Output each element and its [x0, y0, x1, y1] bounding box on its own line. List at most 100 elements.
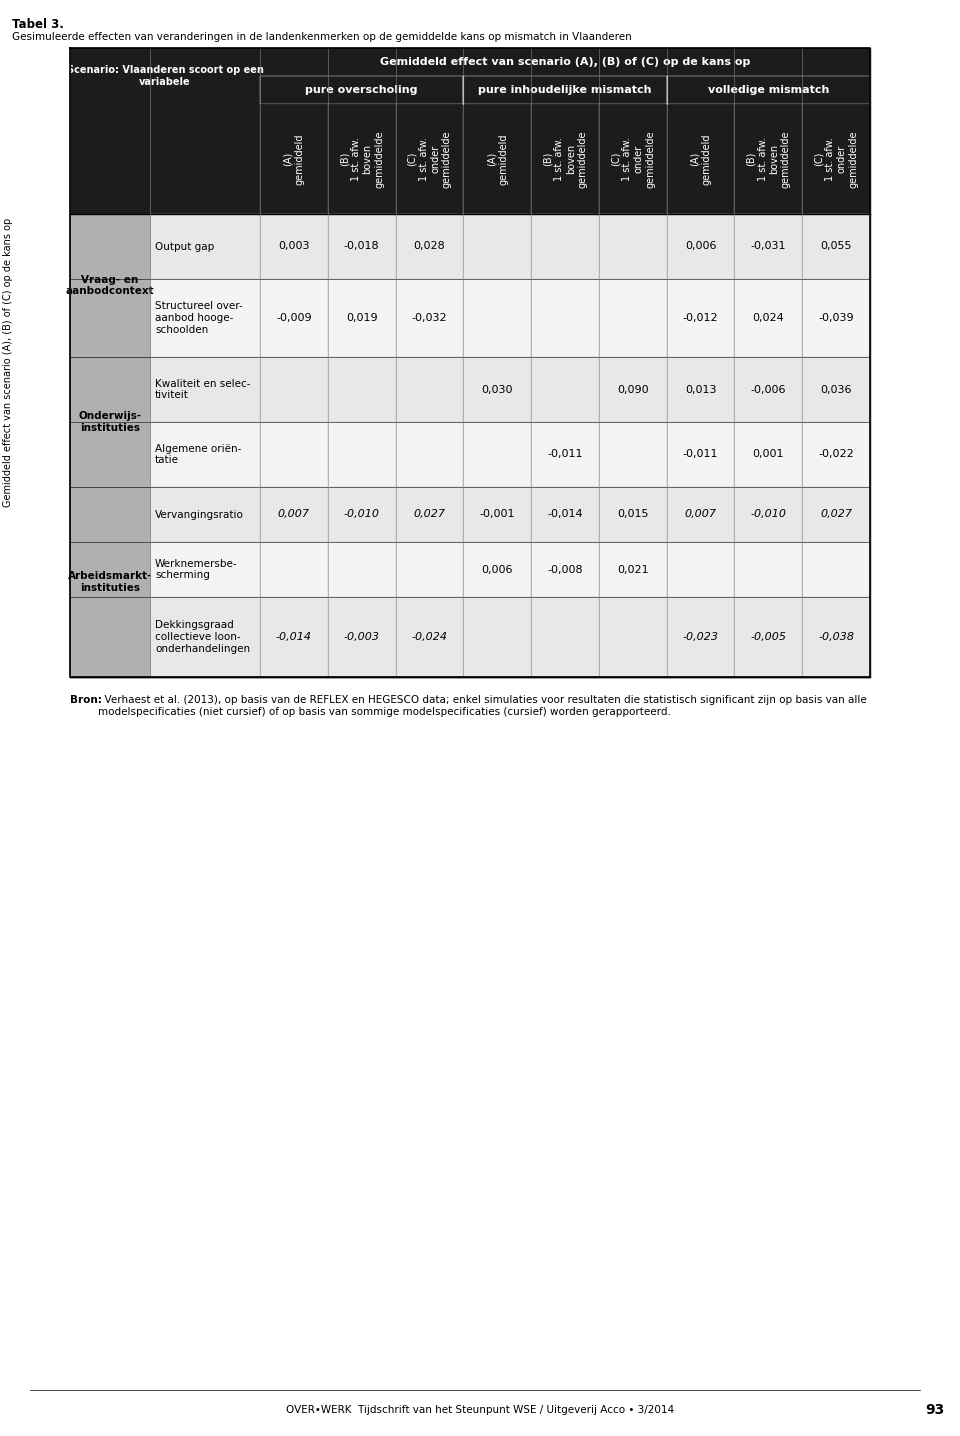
Text: -0,001: -0,001 — [479, 510, 515, 520]
Bar — [260, 214, 327, 279]
Bar — [260, 47, 870, 76]
Text: Verhaest et al. (2013), op basis van de REFLEX en HEGESCO data; enkel simulaties: Verhaest et al. (2013), op basis van de … — [98, 695, 867, 717]
Text: -0,014: -0,014 — [276, 632, 312, 642]
Text: Gesimuleerde effecten van veranderingen in de landenkenmerken op de gemiddelde k: Gesimuleerde effecten van veranderingen … — [12, 32, 632, 42]
Text: volledige mismatch: volledige mismatch — [708, 85, 829, 95]
Bar — [734, 358, 803, 422]
Bar — [734, 279, 803, 358]
Bar — [396, 487, 464, 541]
Text: -0,005: -0,005 — [751, 632, 786, 642]
Bar — [531, 541, 599, 597]
Bar — [803, 541, 870, 597]
Text: (C)
1 st. afw.
onder
gemiddelde: (C) 1 st. afw. onder gemiddelde — [611, 131, 655, 188]
Bar — [396, 103, 464, 214]
Bar — [150, 279, 260, 358]
Text: -0,022: -0,022 — [818, 449, 854, 460]
Bar — [464, 214, 531, 279]
Bar — [803, 103, 870, 214]
Bar — [531, 103, 599, 214]
Bar — [150, 358, 260, 422]
Text: 0,055: 0,055 — [821, 241, 852, 251]
Bar — [531, 358, 599, 422]
Text: 0,021: 0,021 — [617, 564, 649, 574]
Bar — [531, 279, 599, 358]
Bar — [666, 541, 734, 597]
Bar — [464, 103, 531, 214]
Bar — [327, 597, 396, 676]
Text: Werknemersbe-
scherming: Werknemersbe- scherming — [155, 559, 238, 580]
Text: (A)
gemiddeld: (A) gemiddeld — [487, 134, 508, 185]
Text: 0,007: 0,007 — [277, 510, 310, 520]
Text: -0,008: -0,008 — [547, 564, 583, 574]
Bar — [803, 422, 870, 487]
Text: Gemiddeld effect van scenario (A), (B) of (C) op de kans op: Gemiddeld effect van scenario (A), (B) o… — [380, 57, 750, 67]
Text: Onderwijs-
instituties: Onderwijs- instituties — [79, 411, 141, 432]
Bar — [70, 214, 150, 358]
Text: 0,024: 0,024 — [753, 313, 784, 323]
Bar — [599, 597, 666, 676]
Text: -0,009: -0,009 — [276, 313, 312, 323]
Bar — [599, 358, 666, 422]
Text: (A)
gemiddeld: (A) gemiddeld — [689, 134, 711, 185]
Bar — [70, 103, 260, 214]
Bar — [666, 358, 734, 422]
Bar — [599, 279, 666, 358]
Text: -0,032: -0,032 — [412, 313, 447, 323]
Text: -0,012: -0,012 — [683, 313, 718, 323]
Text: 0,030: 0,030 — [482, 385, 513, 395]
Text: Bron:: Bron: — [70, 695, 102, 705]
Text: 0,007: 0,007 — [684, 510, 716, 520]
Bar — [531, 214, 599, 279]
Text: Kwaliteit en selec-
tiviteit: Kwaliteit en selec- tiviteit — [155, 379, 251, 401]
Bar — [396, 597, 464, 676]
Text: pure overscholing: pure overscholing — [305, 85, 418, 95]
Bar — [734, 541, 803, 597]
Bar — [599, 487, 666, 541]
Text: Structureel over-
aanbod hooge-
schoolden: Structureel over- aanbod hooge- schoolde… — [155, 302, 243, 335]
Text: -0,003: -0,003 — [344, 632, 379, 642]
Text: 0,013: 0,013 — [684, 385, 716, 395]
Text: 0,001: 0,001 — [753, 449, 784, 460]
Bar — [396, 422, 464, 487]
Text: 0,036: 0,036 — [821, 385, 852, 395]
Bar — [666, 76, 870, 103]
Bar — [150, 214, 260, 279]
Bar — [396, 541, 464, 597]
Bar — [531, 487, 599, 541]
Text: Scenario: Vlaanderen scoort op een
variabele: Scenario: Vlaanderen scoort op een varia… — [66, 65, 263, 86]
Text: 0,028: 0,028 — [414, 241, 445, 251]
Bar — [70, 47, 870, 676]
Bar — [734, 487, 803, 541]
Bar — [803, 279, 870, 358]
Bar — [666, 597, 734, 676]
Text: (A)
gemiddeld: (A) gemiddeld — [283, 134, 304, 185]
Bar — [70, 76, 260, 103]
Bar — [260, 358, 327, 422]
Text: Vraag- en
aanbodcontext: Vraag- en aanbodcontext — [65, 274, 155, 296]
Text: 0,019: 0,019 — [346, 313, 377, 323]
Text: Dekkingsgraad
collectieve loon-
onderhandelingen: Dekkingsgraad collectieve loon- onderhan… — [155, 620, 251, 653]
Text: 0,003: 0,003 — [278, 241, 310, 251]
Text: (C)
1 st. afw.
onder
gemiddelde: (C) 1 st. afw. onder gemiddelde — [814, 131, 858, 188]
Bar — [150, 422, 260, 487]
Bar — [599, 422, 666, 487]
Bar — [464, 358, 531, 422]
Bar — [464, 487, 531, 541]
Text: -0,023: -0,023 — [683, 632, 718, 642]
Bar — [464, 541, 531, 597]
Bar — [396, 358, 464, 422]
Text: -0,038: -0,038 — [818, 632, 854, 642]
Text: 0,006: 0,006 — [684, 241, 716, 251]
Text: -0,024: -0,024 — [412, 632, 447, 642]
Text: 0,090: 0,090 — [617, 385, 649, 395]
Text: 0,027: 0,027 — [820, 510, 852, 520]
Text: -0,010: -0,010 — [344, 510, 379, 520]
Bar — [70, 47, 260, 76]
Bar — [531, 422, 599, 487]
Bar — [260, 76, 464, 103]
Bar — [734, 103, 803, 214]
Text: Vervangingsratio: Vervangingsratio — [155, 510, 244, 520]
Text: -0,011: -0,011 — [547, 449, 583, 460]
Bar — [70, 358, 150, 487]
Bar — [803, 597, 870, 676]
